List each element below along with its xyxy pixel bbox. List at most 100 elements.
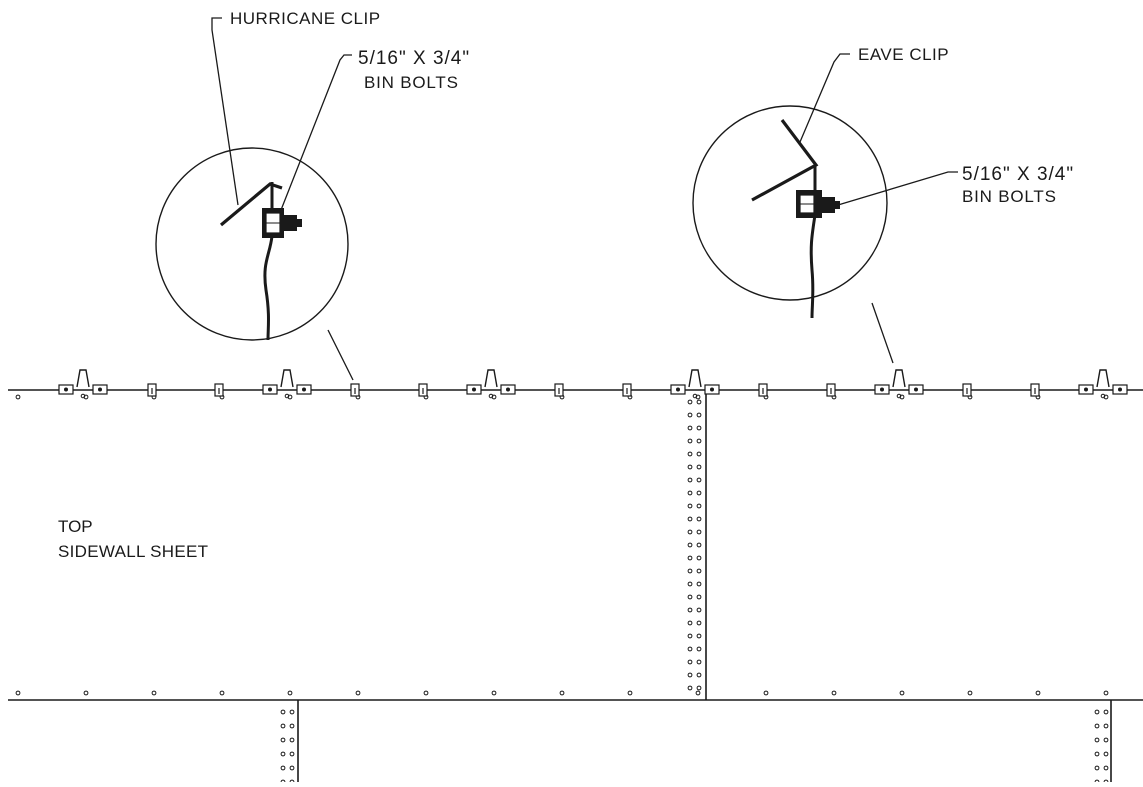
right-bolt-size-label: 5/16" X 3/4" [962,164,1074,185]
seam-bolt-hole [687,594,693,600]
seam-bolt-hole [687,672,693,678]
seam-row-bolt-hole [559,690,565,696]
seam-bolt-hole [696,477,702,483]
seam-bolt-hole [687,438,693,444]
seam-bolt-hole [687,555,693,561]
seam-bolt-hole [687,529,693,535]
small-clip [418,383,428,397]
seam-bolt-hole [696,503,702,509]
seam-row-bolt-hole [831,690,837,696]
seam-row-bolt-hole [1035,690,1041,696]
seam-bolt-hole [687,581,693,587]
sheet-label-line2: SIDEWALL SHEET [58,542,208,561]
seam-bolt-hole [696,399,702,405]
seam-bolt-hole [687,503,693,509]
seam-bolt-hole [687,542,693,548]
small-clip [1030,383,1040,397]
seam-row-bolt-hole [967,690,973,696]
seam-bolt-hole [687,685,693,691]
hurricane-clip [466,369,516,399]
small-clip [622,383,632,397]
seam-bolt-hole [687,412,693,418]
small-clip [554,383,564,397]
seam-bolt-hole [1094,709,1100,715]
small-clip [962,383,972,397]
seam-row-bolt-hole [151,690,157,696]
seam-bolt-hole [687,451,693,457]
hurricane-clip-leader [211,17,239,206]
seam-bolt-hole [1103,737,1109,743]
seam-row-bolt-hole [763,690,769,696]
hurricane-clip [1078,369,1128,399]
seam-bolt-hole [687,477,693,483]
right-bolt-name-label: BIN BOLTS [962,187,1057,206]
seam-bolt-hole [687,464,693,470]
seam-bolt-hole [687,490,693,496]
seam-bolt-hole [696,607,702,613]
bin-bolt-left [262,208,302,238]
seam-bolt-hole [696,594,702,600]
seam-bolt-hole [687,425,693,431]
seam-bolt-hole [696,620,702,626]
seam-bolt-hole [687,399,693,405]
small-clip-row [147,383,1040,397]
seam-row-bolt-hole [83,690,89,696]
seam-row-bolt-hole [1103,690,1109,696]
seam-bolt-hole [696,529,702,535]
seam-row-bolt-hole [287,690,293,696]
seam-bolt-hole [1094,765,1100,771]
hurricane-clip-profile [219,182,283,227]
seam-row-bolt-hole [423,690,429,696]
seam-bolt-hole [696,451,702,457]
small-clip [147,383,157,397]
seam-bolt-hole [687,516,693,522]
sheet-label-line1: TOP [58,517,93,536]
seam-bolt-hole [696,542,702,548]
callout-leaders [211,17,958,211]
detail-leader-right [871,302,894,364]
small-clip [350,383,360,397]
seam-row-bolt-hole [15,690,21,696]
seam-bolt-hole [289,709,295,715]
seam-bolt-column-center [687,399,702,691]
hurricane-clip-row [58,369,1128,399]
hurricane-clip [874,369,924,399]
eave-clip-leader [799,53,850,143]
seam-bolt-hole [696,685,702,691]
seam-bolt-hole [696,412,702,418]
seam-bolt-hole [687,568,693,574]
seam-bolt-hole [289,737,295,743]
seam-bolt-hole [687,633,693,639]
seam-bolt-hole [696,646,702,652]
seam-bolt-columns-lower [280,709,1109,785]
sheet-seam-bolt-row [15,690,1109,696]
hurricane-clip [58,369,108,399]
seam-bolt-hole [280,751,286,757]
left-bolt-size-label: 5/16" X 3/4" [358,48,470,69]
seam-row-bolt-hole [491,690,497,696]
seam-bolt-hole [696,659,702,665]
seam-bolt-hole [696,438,702,444]
seam-bolt-hole [280,709,286,715]
seam-row-bolt-hole [355,690,361,696]
bin-bolt-right [796,190,840,218]
seam-row-bolt-hole [219,690,225,696]
eave-bolt-hole [15,394,21,400]
sheet-profile-right [809,165,817,319]
hurricane-clip-label: HURRICANE CLIP [230,9,381,28]
seam-bolt-hole [1094,737,1100,743]
detail-circle-right [692,105,894,364]
seam-bolt-hole [696,516,702,522]
seam-bolt-hole [280,765,286,771]
eave-clip-profile [751,119,819,202]
hurricane-clip [670,369,720,399]
seam-bolt-hole [696,425,702,431]
seam-bolt-hole [289,751,295,757]
right-bolt-leader [837,171,958,206]
seam-bolt-hole [696,490,702,496]
seam-bolt-hole [289,723,295,729]
seam-bolt-hole [696,464,702,470]
seam-bolt-hole [696,633,702,639]
